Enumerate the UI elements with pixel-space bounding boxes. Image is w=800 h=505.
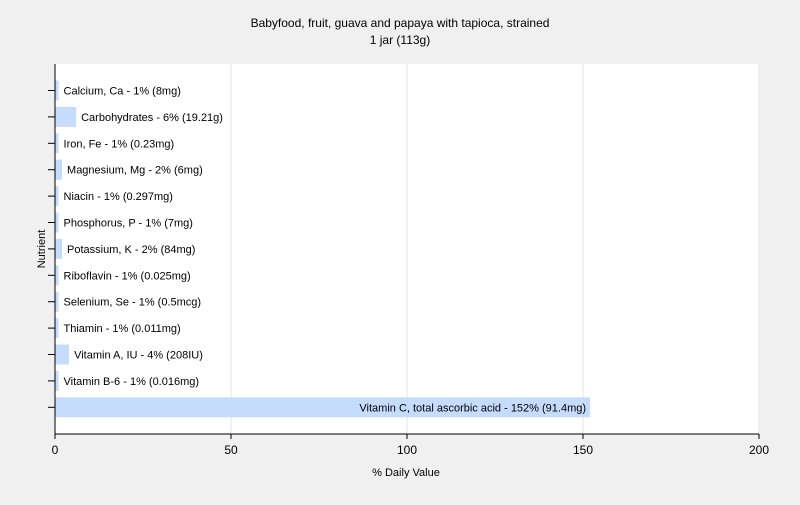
bar — [55, 80, 59, 101]
bars: Calcium, Ca - 1% (8mg) Carbohydrates - 6%… — [55, 80, 591, 418]
bar — [55, 238, 63, 259]
bar — [55, 159, 63, 180]
bar — [55, 370, 59, 391]
bar — [55, 397, 591, 418]
chart-title: Babyfood, fruit, guava and papaya with t… — [251, 16, 550, 30]
bar-label: Carbohydrates - 6% (19.21g) — [81, 112, 223, 124]
bar — [55, 212, 59, 233]
x-axis-label: % Daily Value — [372, 467, 440, 479]
gridlines — [230, 64, 760, 434]
bar — [55, 186, 59, 207]
x-tick-label: 100 — [397, 443, 417, 457]
bar-label: Vitamin C, total ascorbic acid - 152% (9… — [359, 402, 586, 414]
bar-label: Selenium, Se - 1% (0.5mcg) — [64, 297, 202, 309]
x-tick-label: 50 — [224, 443, 238, 457]
x-tick-label: 200 — [749, 443, 769, 457]
bar — [55, 106, 77, 127]
bar — [55, 291, 59, 312]
bar-label: Thiamin - 1% (0.011mg) — [64, 323, 181, 335]
bar — [55, 318, 59, 339]
bar-label: Vitamin B-6 - 1% (0.016mg) — [64, 376, 200, 388]
x-tick-label: 150 — [573, 443, 593, 457]
bar — [55, 265, 59, 286]
bar — [55, 344, 70, 365]
bar-label: Iron, Fe - 1% (0.23mg) — [64, 138, 175, 150]
y-axis-label: Nutrient — [36, 230, 48, 269]
chart-subtitle: 1 jar (113g) — [370, 33, 430, 47]
bar-label: Calcium, Ca - 1% (8mg) — [64, 86, 181, 98]
bar-label: Riboflavin - 1% (0.025mg) — [64, 270, 191, 282]
bar-label: Magnesium, Mg - 2% (6mg) — [67, 165, 203, 177]
bar-label: Niacin - 1% (0.297mg) — [64, 191, 173, 203]
bar-label: Potassium, K - 2% (84mg) — [67, 244, 195, 256]
axes: 0 50 100 150 200 — [48, 64, 769, 457]
bar — [55, 133, 59, 154]
bar-label: Phosphorus, P - 1% (7mg) — [64, 218, 193, 230]
bar-label: Vitamin A, IU - 4% (208IU) — [74, 350, 203, 362]
x-tick-label: 0 — [52, 443, 59, 457]
